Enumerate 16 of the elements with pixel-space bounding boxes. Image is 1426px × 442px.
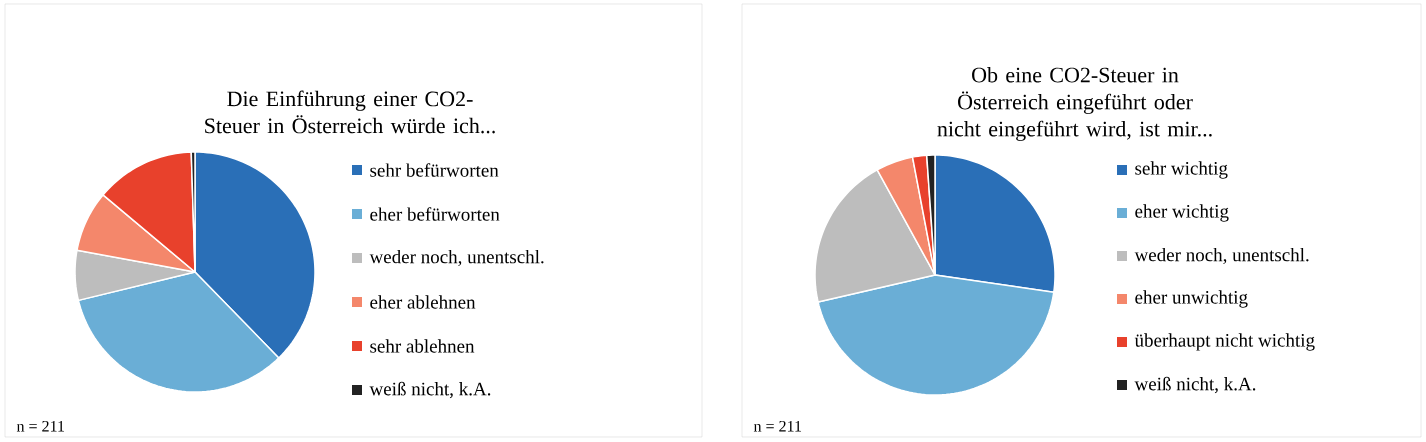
chart-title: Die Einführung einer CO2-Steuer in Österreich würde ich... — [205, 90, 495, 134]
legend-label: sehr wichtig — [1135, 161, 1228, 179]
legend-label: eher wichtig — [1135, 204, 1229, 222]
legend-label: eher unwichtig — [1135, 290, 1248, 308]
legend-label: weiß nicht, k.A. — [1134, 376, 1256, 394]
legend-label: überhaupt nicht wichtig — [1134, 333, 1315, 351]
legend-label: weiß nicht, k.A. — [369, 381, 491, 399]
chart-title: Ob eine CO2-Steuer in Österreich eingeführt oder nicht eingeführt wird, ist mir... — [937, 66, 1212, 142]
text: n = 211 — [753, 420, 802, 432]
legend-label: eher ablehnen — [370, 295, 476, 309]
legend-label: eher befürworten — [370, 207, 500, 221]
legend-label: sehr ablehnen — [370, 339, 475, 353]
legend-label: weder noch, unentschl. — [1134, 247, 1309, 265]
legend-label: weder noch, unentschl. — [369, 249, 544, 267]
legend-label: sehr befürworten — [370, 163, 499, 177]
text: n = 211 — [16, 420, 65, 432]
